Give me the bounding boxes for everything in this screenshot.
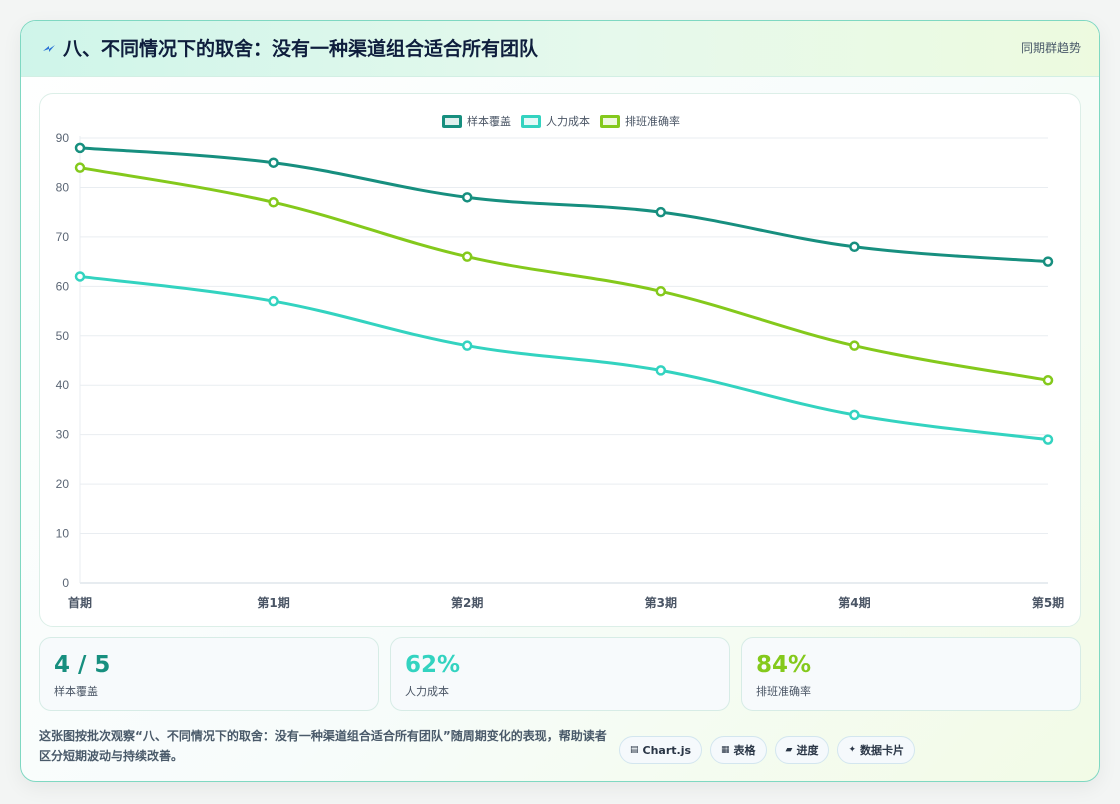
- data-point: [655, 365, 667, 376]
- data-point: [268, 295, 279, 307]
- stat-label: 排班准确率: [756, 685, 811, 698]
- chip-label: 进度: [796, 744, 819, 757]
- series-line: [79, 166, 1049, 382]
- chart-panel: 0 10 20 30 40 50 60 70 80 90 首期 第1期 第2期 第3期 第4期 第5期 样本覆…: [39, 93, 1081, 627]
- line-chart: 0 10 20 30 40 50 60 70 80 90 首期 第1期 第2期 第3期 第4期 第5期: [56, 131, 1065, 610]
- stat-value: 4 / 5: [54, 652, 111, 678]
- data-point: [849, 409, 860, 421]
- trend-tag: 同期群趋势: [1020, 41, 1081, 55]
- y-tick-label: 50: [56, 329, 70, 343]
- chip-chartjs[interactable]: ▤ Chart.js: [619, 736, 703, 764]
- lightning-icon: [43, 45, 55, 52]
- series-line: [79, 146, 1049, 264]
- y-tick-label: 30: [56, 428, 70, 442]
- chip-group: ▤ Chart.js ▦ 表格 ▰ 进度 ✦ 数据卡片: [619, 736, 916, 764]
- page-title: 八、不同情况下的取舍：没有一种渠道组合适合所有团队: [63, 38, 539, 60]
- y-tick-label: 80: [56, 180, 70, 194]
- chip-label: Chart.js: [642, 743, 692, 757]
- legend-item[interactable]: 样本覆盖: [442, 112, 511, 130]
- x-tick-label: 第4期: [838, 595, 870, 610]
- legend-label: 排班准确率: [625, 115, 680, 128]
- x-tick-label: 第3期: [645, 595, 677, 610]
- data-point: [655, 286, 667, 297]
- stat-card-labor-cost: 62% 人力成本: [390, 637, 730, 711]
- data-point: [74, 142, 86, 154]
- stat-card-schedule-accuracy: 84% 排班准确率: [741, 637, 1081, 711]
- stat-label: 人力成本: [405, 685, 449, 698]
- x-tick-label: 第2期: [451, 595, 483, 610]
- y-tick-label: 20: [56, 477, 70, 491]
- data-point: [461, 192, 473, 203]
- chip-progress[interactable]: ▰ 进度: [774, 736, 830, 764]
- y-tick-label: 40: [56, 378, 70, 392]
- legend-item[interactable]: 人力成本: [521, 112, 590, 130]
- dashboard-card: 八、不同情况下的取舍：没有一种渠道组合适合所有团队 同期群趋势 0 10 20 30 4…: [20, 20, 1100, 782]
- chart-icon: ▤: [630, 745, 639, 755]
- legend-swatch: [600, 114, 620, 128]
- series-line: [79, 274, 1049, 442]
- data-point: [1042, 256, 1054, 267]
- progress-icon: ▰: [785, 745, 793, 755]
- data-point: [1042, 375, 1054, 386]
- data-point: [1042, 434, 1054, 445]
- data-point: [655, 206, 667, 218]
- y-tick-label: 70: [56, 230, 70, 244]
- data-point: [74, 162, 86, 173]
- legend-swatch: [521, 114, 541, 128]
- stat-card-coverage: 4 / 5 样本覆盖: [39, 637, 379, 711]
- data-point: [849, 241, 860, 253]
- x-tick-label: 首期: [68, 595, 92, 610]
- data-point: [461, 251, 473, 262]
- legend-label: 人力成本: [546, 115, 590, 128]
- chip-table[interactable]: ▦ 表格: [710, 736, 767, 764]
- data-point: [268, 197, 279, 208]
- card-header: 八、不同情况下的取舍：没有一种渠道组合适合所有团队 同期群趋势: [21, 21, 1099, 77]
- legend-swatch: [442, 114, 462, 128]
- x-tick-label: 第5期: [1032, 595, 1064, 610]
- legend-label: 样本覆盖: [467, 115, 511, 128]
- sparkle-icon: ✦: [848, 745, 857, 755]
- stat-label: 样本覆盖: [54, 685, 98, 698]
- stat-value: 84%: [756, 652, 812, 678]
- data-point: [268, 157, 279, 168]
- chip-data-card[interactable]: ✦ 数据卡片: [837, 736, 916, 764]
- stat-value: 62%: [405, 652, 461, 678]
- data-point: [74, 271, 86, 282]
- chart-description: 这张图按批次观察“八、不同情况下的取舍：没有一种渠道组合适合所有团队”随周期变化…: [39, 729, 607, 763]
- table-icon: ▦: [721, 745, 730, 755]
- chip-label: 数据卡片: [860, 744, 905, 757]
- y-tick-label: 10: [56, 527, 70, 541]
- y-tick-label: 90: [56, 131, 70, 145]
- x-tick-label: 第1期: [257, 595, 289, 610]
- data-point: [461, 340, 473, 351]
- y-tick-label: 60: [56, 279, 70, 293]
- y-tick-label: 0: [62, 576, 69, 590]
- chip-label: 表格: [733, 744, 756, 757]
- data-point: [849, 340, 860, 351]
- legend-item[interactable]: 排班准确率: [600, 112, 680, 130]
- chart-legend: 样本覆盖 人力成本 排班准确率: [40, 112, 1082, 130]
